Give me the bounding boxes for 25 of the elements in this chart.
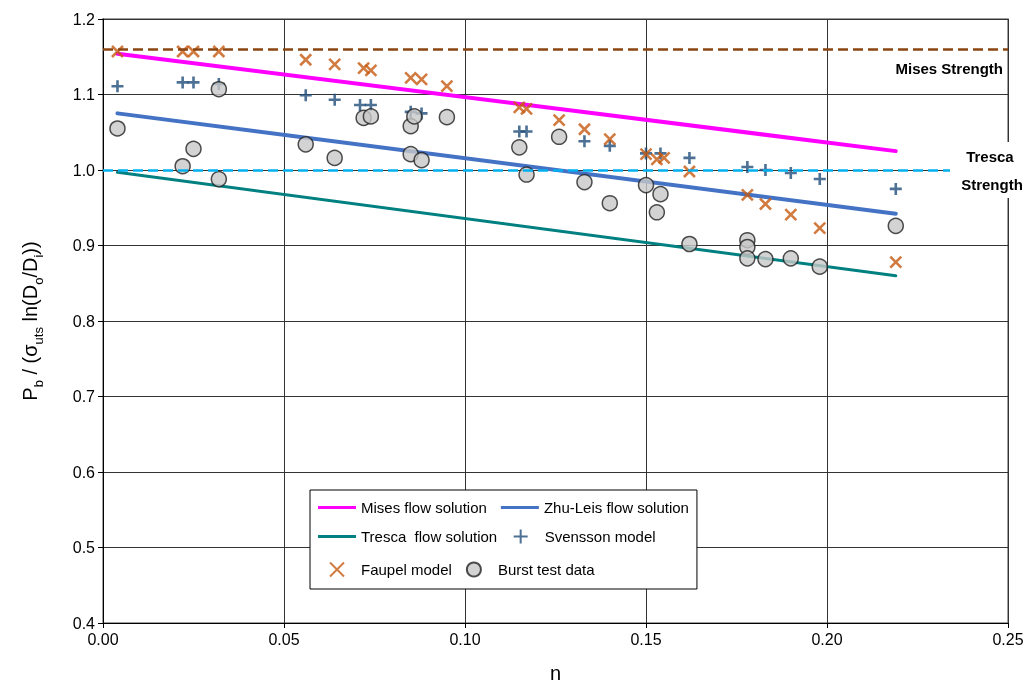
y-tick-label: 0.6 [72, 463, 96, 481]
legend-label: Mises flow solution [361, 499, 487, 516]
x-tick-label: 0.05 [268, 630, 300, 648]
y-tick-label: 1.2 [72, 10, 96, 28]
y-tick-label: 1.0 [72, 161, 96, 179]
y-tick-label: 0.4 [72, 614, 96, 632]
text: Pb / (σuts ln(Do/Di)) [19, 241, 46, 401]
x-axis-title: n [549, 662, 562, 684]
y-tick-label: 0.8 [72, 312, 96, 330]
legend-label: Svensson model [544, 528, 656, 545]
x-tick-label: 0.10 [449, 630, 481, 648]
legend-label: Zhu-Leis flow solution [543, 499, 689, 516]
y-tick-label: 0.9 [72, 237, 96, 254]
legend-label: Tresca flow solution [361, 528, 498, 545]
x-tick-label: 0.25 [992, 630, 1024, 648]
y-tick-label: 1.1 [72, 86, 96, 103]
x-tick-label: 0.15 [630, 630, 662, 648]
x-tick-label: 0.20 [811, 630, 843, 648]
ref-line-label: Tresca Strength [961, 147, 1023, 193]
legend-label: Burst test data [497, 561, 596, 578]
x-tick-label: 0.00 [87, 630, 119, 648]
ref-line-label: Mises Strength [895, 59, 1003, 77]
y-tick-label: 0.5 [72, 539, 96, 556]
y-tick-label: 0.7 [72, 388, 96, 405]
legend-label: Faupel model [361, 561, 452, 578]
